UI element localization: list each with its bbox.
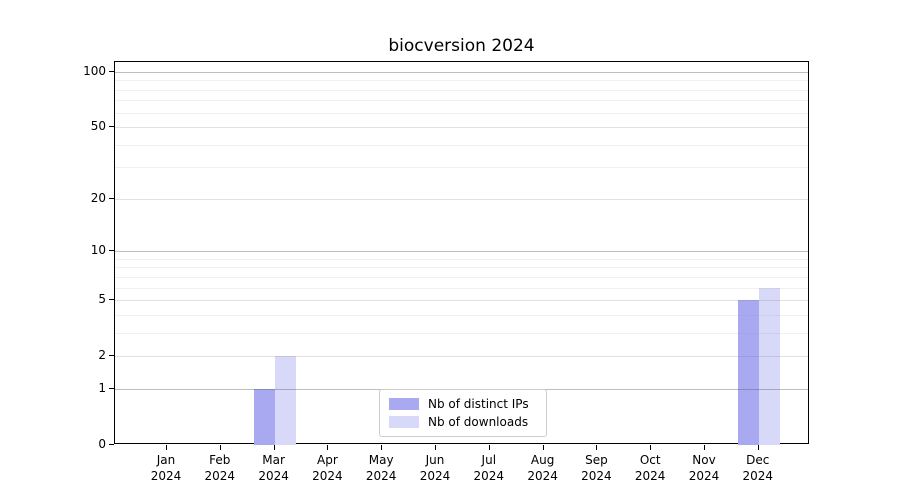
y-tick-label: 20 <box>90 190 106 205</box>
x-tick-label: Feb 2024 <box>204 453 236 483</box>
y-tick-mark <box>109 71 114 72</box>
x-tick-label: May 2024 <box>365 453 397 483</box>
x-tick-mark <box>596 445 598 450</box>
gridline <box>115 100 808 102</box>
x-tick-label: Jul 2024 <box>473 453 505 483</box>
y-tick-label: 5 <box>98 292 106 307</box>
downloads-swatch-icon <box>389 416 419 428</box>
gridline <box>115 80 808 82</box>
bar-distinct-ips <box>737 300 759 445</box>
x-tick-label: Oct 2024 <box>634 453 666 483</box>
y-tick-mark <box>109 250 114 252</box>
gridline <box>115 127 808 129</box>
x-tick-mark <box>166 445 167 450</box>
legend-entry-distinct-ips: Nb of distinct IPs <box>389 396 537 412</box>
x-tick-mark <box>381 445 383 450</box>
gridline <box>115 167 808 169</box>
plot-area: Nb of distinct IPs Nb of downloads <box>114 61 809 445</box>
y-tick-label: 0 <box>98 437 106 451</box>
x-tick-label: Dec 2024 <box>742 453 774 483</box>
gridline <box>115 89 808 91</box>
legend-label: Nb of distinct IPs <box>428 397 529 411</box>
distinct-ips-swatch-icon <box>389 398 419 410</box>
y-tick-mark <box>109 387 114 389</box>
legend-label: Nb of downloads <box>428 415 529 429</box>
y-tick-label: 1 <box>98 380 106 395</box>
gridline <box>115 276 808 278</box>
gridline <box>115 287 808 289</box>
y-tick-mark <box>109 126 114 128</box>
gridline <box>115 251 808 253</box>
y-tick-label: 2 <box>98 348 106 363</box>
gridline <box>115 332 808 334</box>
y-tick-mark <box>109 299 114 301</box>
legend-entry-downloads: Nb of downloads <box>389 414 537 430</box>
x-tick-mark <box>488 445 490 450</box>
x-tick-mark <box>704 445 705 450</box>
gridline <box>115 356 808 358</box>
x-tick-mark <box>219 445 221 450</box>
x-tick-mark <box>435 445 436 450</box>
x-tick-mark <box>650 445 652 450</box>
bar-distinct-ips <box>253 388 275 445</box>
bar-downloads <box>758 287 780 445</box>
gridline <box>115 112 808 114</box>
y-tick-label: 10 <box>90 243 106 258</box>
x-tick-label: Jun 2024 <box>419 453 451 483</box>
y-tick-mark <box>109 355 114 357</box>
y-tick-mark <box>109 444 114 445</box>
gridline <box>115 72 808 73</box>
x-tick-label: Jan 2024 <box>150 453 182 483</box>
x-tick-mark <box>757 445 759 450</box>
x-tick-mark <box>542 445 544 450</box>
x-tick-label: Aug 2024 <box>527 453 558 483</box>
y-tick-mark <box>109 197 114 199</box>
gridline <box>115 144 808 146</box>
x-tick-mark <box>273 445 275 450</box>
x-tick-label: Apr 2024 <box>312 453 343 483</box>
gridline <box>115 267 808 269</box>
legend: Nb of distinct IPs Nb of downloads <box>379 389 547 437</box>
x-tick-label: Sep 2024 <box>581 453 612 483</box>
x-tick-mark <box>327 445 329 450</box>
gridline <box>115 314 808 316</box>
x-tick-label: Nov 2024 <box>688 453 720 483</box>
gridline <box>115 300 808 302</box>
y-tick-label: 50 <box>90 119 106 134</box>
chart-title: biocversion 2024 <box>388 36 535 56</box>
gridline <box>115 258 808 260</box>
bar-downloads <box>274 356 296 445</box>
y-tick-label: 100 <box>83 64 106 78</box>
gridline <box>115 198 808 200</box>
x-tick-label: Mar 2024 <box>258 453 289 483</box>
